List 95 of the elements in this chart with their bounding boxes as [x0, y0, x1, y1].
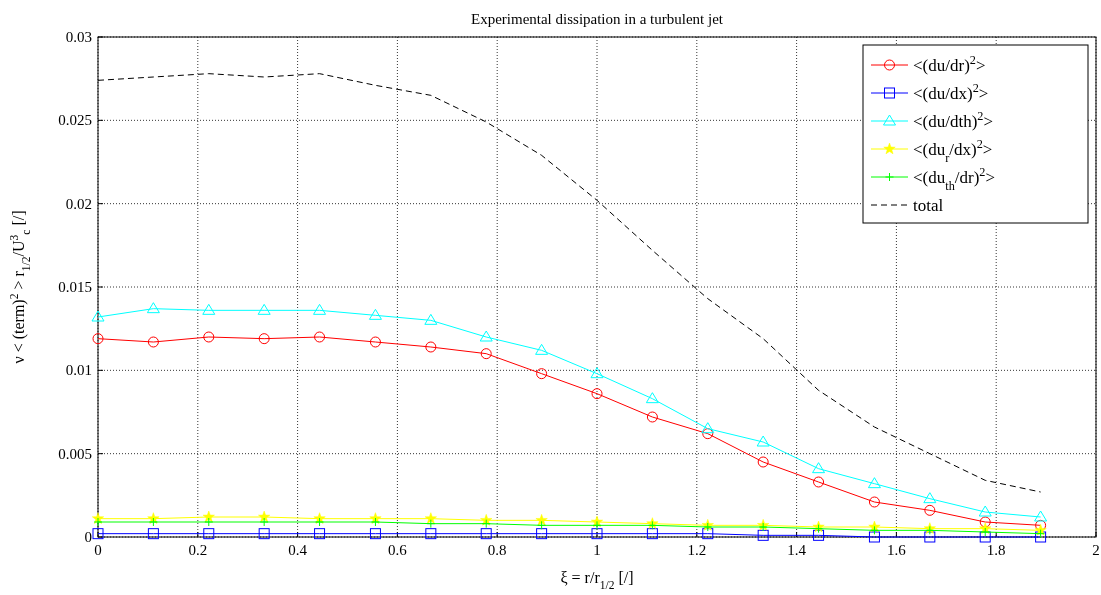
point — [424, 313, 438, 325]
x-tick-label: 0.2 — [188, 542, 208, 558]
y-tick-label: 0.015 — [58, 279, 92, 295]
x-tick-label: 1.6 — [887, 542, 907, 558]
x-tick-label: 0.4 — [288, 542, 308, 558]
point — [1035, 531, 1047, 543]
point — [701, 422, 715, 434]
point — [867, 477, 881, 489]
point — [92, 528, 104, 540]
point — [202, 303, 216, 315]
x-tick-label: 2 — [1092, 542, 1100, 558]
y-tick-label: 0.01 — [65, 362, 92, 379]
point — [204, 517, 214, 527]
point — [924, 531, 936, 543]
point — [979, 516, 991, 528]
point — [980, 527, 990, 537]
y-tick-label: 0.02 — [65, 195, 92, 212]
legend-label: <(du/dr)$^{2}$> — [913, 53, 986, 75]
point — [702, 528, 714, 540]
point — [92, 333, 104, 345]
y-tick-label: 0 — [84, 529, 92, 545]
point — [812, 462, 826, 474]
point — [91, 310, 105, 322]
point — [202, 510, 215, 523]
point — [537, 520, 547, 530]
y-tick-label: 0.03 — [65, 29, 92, 45]
point — [203, 528, 215, 540]
point — [258, 528, 270, 540]
point — [813, 529, 825, 541]
point — [868, 496, 880, 508]
y-tick-label: 0.025 — [58, 112, 92, 129]
point — [147, 336, 159, 348]
legend-label: <(du/dth)$^{2}$> — [913, 109, 994, 131]
point — [702, 428, 714, 440]
point — [1036, 529, 1046, 539]
point — [924, 504, 936, 516]
chart-title: Experimental dissipation in a turbulent jet — [470, 11, 724, 27]
point — [536, 368, 548, 380]
point — [370, 517, 380, 527]
point — [978, 505, 992, 517]
point — [313, 303, 327, 315]
point — [257, 303, 271, 315]
point — [481, 519, 491, 529]
point — [369, 528, 381, 540]
point — [203, 331, 215, 343]
point — [869, 525, 879, 535]
point — [813, 476, 825, 488]
legend-label: <(du/dx)$^{2}$> — [913, 81, 989, 103]
x-tick-label: 0.6 — [388, 542, 408, 558]
point — [148, 517, 158, 527]
point — [258, 333, 270, 345]
legend-label: <(du$_{th}$/dr)$^{2}$> — [913, 165, 996, 193]
legend-label: total — [913, 196, 944, 215]
point — [757, 529, 769, 541]
point — [314, 331, 326, 343]
point — [480, 348, 492, 360]
x-tick-label: 1.4 — [787, 542, 807, 558]
point — [147, 528, 159, 540]
point — [646, 528, 658, 540]
x-tick-label: 0 — [94, 542, 102, 558]
point — [424, 512, 437, 524]
point — [425, 341, 437, 353]
x-tick-label: 0.8 — [487, 542, 507, 558]
point — [591, 388, 603, 400]
point — [646, 411, 658, 423]
point — [368, 308, 382, 320]
point — [535, 343, 549, 355]
x-axis-title: ξ = r/r$_{1/2}$ [/] — [560, 569, 634, 591]
point — [315, 517, 325, 527]
point — [369, 336, 381, 348]
point — [868, 531, 880, 543]
point — [314, 528, 326, 540]
point — [480, 528, 492, 540]
point — [426, 519, 436, 529]
x-tick-label: 1.8 — [986, 542, 1006, 558]
point — [425, 528, 437, 540]
point — [757, 456, 769, 468]
point — [146, 302, 160, 314]
point — [814, 524, 824, 534]
point — [258, 510, 271, 523]
point — [756, 435, 770, 447]
legend-label: <(du$_{r}$/dx)$^{2}$> — [913, 137, 993, 165]
point — [479, 330, 493, 342]
point — [259, 517, 269, 527]
point — [645, 392, 659, 404]
point — [591, 528, 603, 540]
point — [536, 528, 548, 540]
x-tick-label: 1.2 — [687, 542, 707, 558]
point — [535, 514, 548, 526]
point — [93, 517, 103, 527]
y-tick-label: 0.005 — [58, 445, 92, 462]
point — [923, 492, 937, 504]
point — [1034, 510, 1048, 522]
point — [590, 367, 604, 379]
x-tick-label: 1 — [593, 542, 601, 558]
